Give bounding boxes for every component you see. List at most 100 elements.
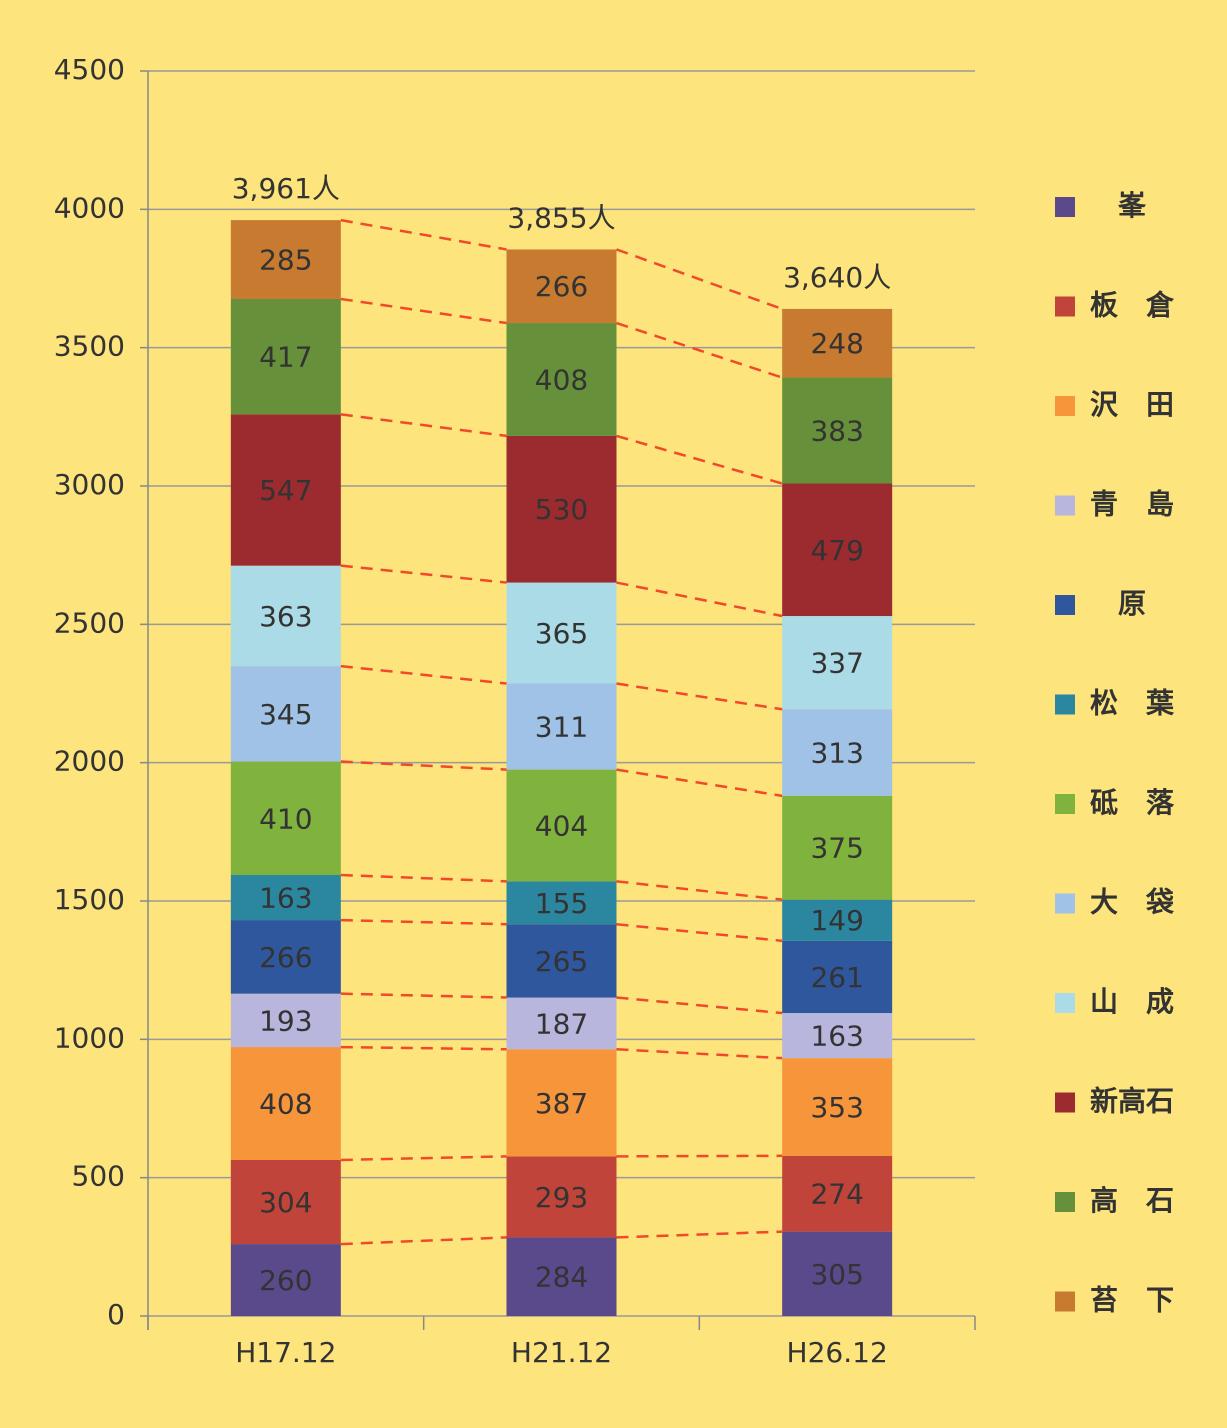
legend-swatch <box>1055 1291 1075 1312</box>
legend-label: 沢 田 <box>1090 388 1174 421</box>
total-label: 3,961人 <box>232 172 340 205</box>
value-label: 260 <box>259 1264 312 1297</box>
connector <box>616 996 783 1015</box>
bar-segment <box>506 249 617 324</box>
bar-segment <box>506 1237 617 1316</box>
connector <box>616 1230 783 1239</box>
value-label: 363 <box>259 600 312 633</box>
bar-segment <box>782 377 893 484</box>
legend-swatch <box>1055 197 1075 217</box>
bar-segment <box>230 993 341 1048</box>
bar-segment <box>230 565 341 667</box>
connector <box>340 1045 507 1051</box>
legend-swatch <box>1055 893 1075 914</box>
value-label: 305 <box>810 1258 863 1291</box>
connector <box>340 413 507 438</box>
value-label: 311 <box>535 711 588 744</box>
value-label: 274 <box>810 1178 863 1211</box>
bar-segment <box>230 298 341 415</box>
connector <box>616 1048 783 1060</box>
bar-segment <box>230 874 341 921</box>
y-tick-label: 1500 <box>54 883 125 916</box>
value-label: 404 <box>535 809 588 842</box>
connector <box>616 321 783 379</box>
x-tick-label: H26.12 <box>787 1336 888 1369</box>
value-label: 155 <box>535 887 588 920</box>
connector <box>616 1154 783 1158</box>
value-label: 266 <box>535 270 588 303</box>
connector <box>616 880 783 901</box>
y-tick-label: 1000 <box>54 1021 125 1054</box>
bar-segment <box>230 666 341 762</box>
legend-label: 高 石 <box>1090 1184 1174 1217</box>
value-label: 248 <box>810 327 863 360</box>
connector <box>616 768 783 798</box>
y-tick-label: 0 <box>107 1298 125 1331</box>
bar-segment <box>782 1058 893 1156</box>
bar-segment <box>782 616 893 710</box>
legend-label: 山 成 <box>1090 985 1174 1018</box>
x-tick-label: H17.12 <box>235 1336 336 1369</box>
value-label: 387 <box>535 1087 588 1120</box>
value-label: 187 <box>535 1007 588 1040</box>
value-label: 353 <box>810 1091 863 1124</box>
bar-segment <box>506 1156 617 1238</box>
legend-swatch <box>1055 694 1075 715</box>
value-label: 337 <box>810 647 863 680</box>
y-tick-label: 500 <box>72 1160 125 1193</box>
value-label: 266 <box>259 941 312 974</box>
value-label: 530 <box>535 493 588 526</box>
y-tick-label: 3000 <box>54 468 125 501</box>
bar-segment <box>782 1231 893 1316</box>
connector <box>616 581 783 618</box>
value-label: 375 <box>810 832 863 865</box>
value-label: 410 <box>259 802 312 835</box>
value-label: 345 <box>259 698 312 731</box>
value-label: 285 <box>259 244 312 277</box>
total-label: 3,855人 <box>507 201 615 234</box>
y-tick-label: 2500 <box>54 606 125 639</box>
connector <box>340 664 507 685</box>
bar-segment <box>230 220 341 299</box>
value-label: 293 <box>535 1181 588 1214</box>
legend-label: 峯 <box>1118 189 1147 222</box>
legend-swatch <box>1055 993 1075 1013</box>
bar-segment <box>506 997 617 1050</box>
legend-swatch <box>1055 296 1075 317</box>
bar-segment <box>782 899 893 941</box>
value-label: 193 <box>259 1004 312 1037</box>
bar-segment <box>782 1155 893 1232</box>
value-label: 408 <box>259 1088 312 1121</box>
bar-segment <box>506 323 617 436</box>
connector <box>340 564 507 584</box>
legend-swatch <box>1055 595 1075 615</box>
value-label: 383 <box>810 415 863 448</box>
bar-segment <box>506 769 617 882</box>
legend-swatch <box>1055 396 1075 416</box>
value-label: 408 <box>535 363 588 396</box>
x-tick-label: H21.12 <box>511 1336 612 1369</box>
legend-label: 新高石 <box>1090 1085 1174 1118</box>
legend-label: 苔 下 <box>1090 1284 1174 1317</box>
connector <box>616 922 783 943</box>
value-label: 547 <box>259 474 312 507</box>
connector <box>340 218 507 251</box>
value-label: 479 <box>810 534 863 567</box>
legend-swatch <box>1055 1192 1075 1212</box>
legend-label: 青 島 <box>1090 488 1174 521</box>
connector <box>340 873 507 883</box>
legend-label: 大 袋 <box>1090 886 1175 919</box>
y-tick-label: 3500 <box>54 330 125 363</box>
legend-label: 原 <box>1118 587 1146 620</box>
legend-label: 板 倉 <box>1090 289 1175 322</box>
connector <box>340 918 507 926</box>
bar-segment <box>506 1049 617 1157</box>
value-label: 149 <box>810 904 863 937</box>
value-label: 265 <box>535 945 588 978</box>
bar-segment <box>506 435 617 583</box>
bar-segment <box>782 795 893 900</box>
value-label: 163 <box>810 1020 863 1053</box>
value-label: 261 <box>810 961 863 994</box>
y-tick-label: 4000 <box>54 191 125 224</box>
